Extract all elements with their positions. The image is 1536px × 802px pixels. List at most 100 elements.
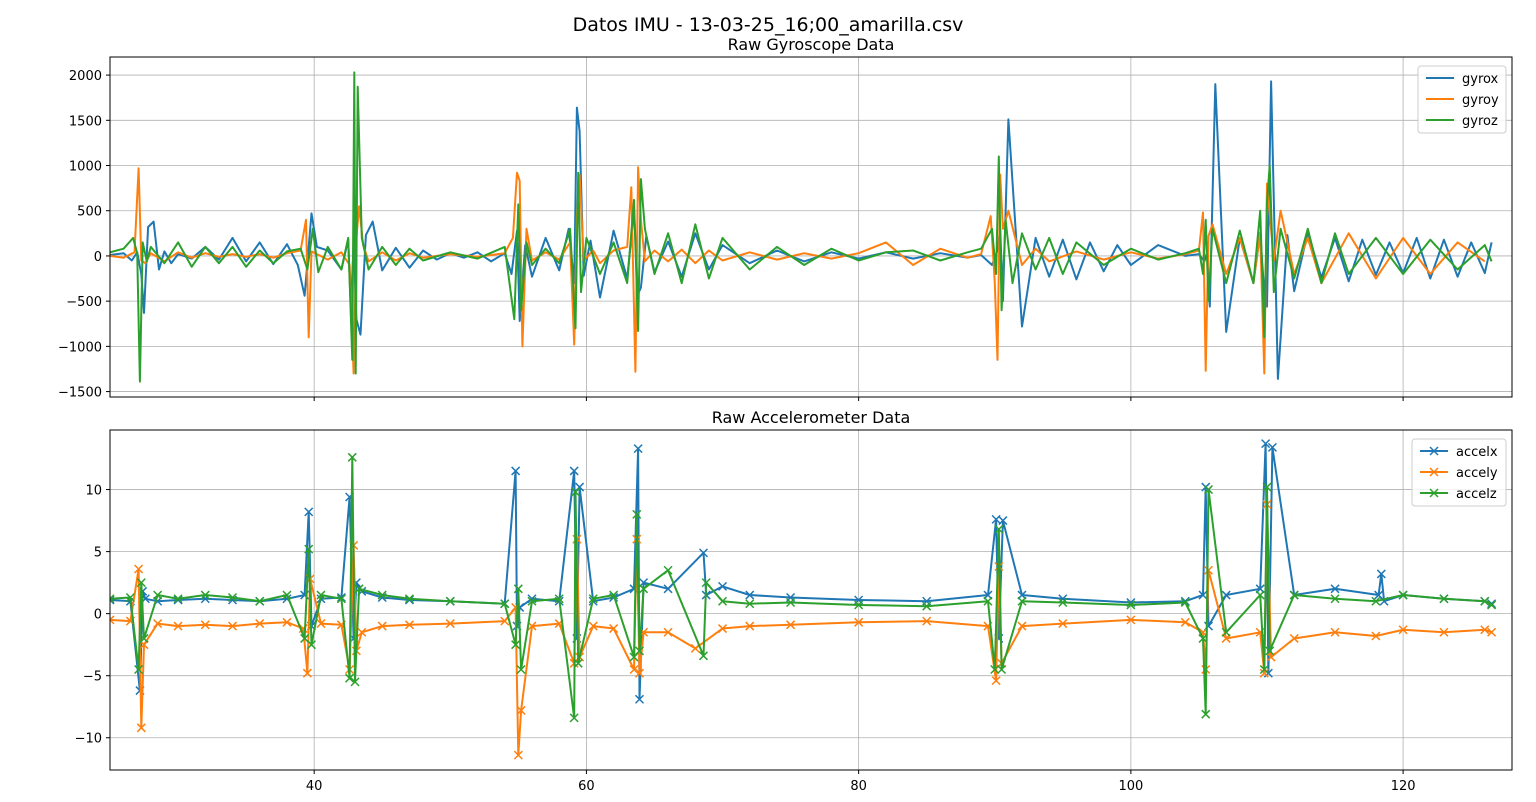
data-point-accelz (516, 664, 526, 675)
data-point-accelz (1180, 597, 1190, 608)
data-point-accelz (1255, 590, 1265, 600)
data-point-accelz (1398, 590, 1408, 600)
data-point-accelz (854, 600, 864, 610)
data-point-accelx (991, 514, 1001, 524)
data-point-accelz (588, 594, 598, 604)
data-point-accelz (255, 596, 265, 606)
data-point-accelz (922, 601, 932, 611)
data-point-accely (1480, 625, 1490, 635)
data-point-accely (110, 615, 115, 625)
data-point-accely (854, 617, 864, 627)
data-point-accely (1289, 633, 1299, 643)
data-point-accelz (445, 596, 455, 606)
y-tick-label: −1500 (58, 386, 102, 401)
data-point-accely (1058, 619, 1068, 629)
data-point-accely (134, 564, 144, 574)
data-point-accelz (990, 664, 1000, 675)
data-point-accelz (745, 599, 755, 609)
data-point-accely (1398, 625, 1408, 635)
data-point-accely (629, 664, 639, 675)
data-point-accelx (336, 592, 346, 603)
data-point-accelx (1376, 569, 1386, 579)
data-point-accely (516, 705, 526, 715)
legend-label: accelx (1456, 445, 1498, 460)
y-tick-label: −10 (75, 732, 102, 747)
data-point-accely (786, 620, 796, 630)
data-point-accelz (994, 524, 1004, 534)
data-point-accelx (1261, 439, 1271, 449)
y-tick-label: −500 (66, 295, 102, 310)
legend-item-gyroy: gyroy (1426, 93, 1499, 108)
data-point-accely (1439, 627, 1449, 637)
data-point-accelz (983, 596, 993, 606)
data-point-accely (745, 621, 755, 631)
legend-item-accelz: accelz (1420, 487, 1497, 502)
legend-label: gyrox (1462, 72, 1499, 87)
data-point-accelx (633, 444, 643, 454)
data-point-accelz (345, 673, 355, 683)
data-point-accelz (200, 590, 210, 600)
data-point-accely (1330, 627, 1340, 637)
data-point-accely (357, 627, 367, 637)
data-point-accelz (698, 651, 708, 661)
data-point-accelz (1058, 597, 1068, 608)
data-point-accelz (110, 594, 115, 604)
data-point-accelz (634, 646, 645, 656)
data-point-accelx (304, 507, 314, 517)
data-point-accelz (354, 584, 364, 594)
data-point-accelz (500, 599, 510, 609)
legend-label: gyroy (1462, 93, 1499, 108)
data-point-accely (717, 624, 728, 634)
data-point-accelz (306, 640, 316, 650)
data-point-accely (991, 676, 1001, 686)
legend-item-gyrox: gyrox (1426, 72, 1499, 87)
data-point-accelz (1198, 633, 1208, 643)
data-point-accelx (634, 694, 645, 704)
data-point-accelx (745, 590, 755, 600)
data-point-accelz (347, 452, 357, 462)
data-point-accelx (698, 548, 708, 558)
data-point-accelx (511, 466, 521, 476)
series-gyroz (110, 71, 1493, 383)
x-tick-label: 100 (1118, 779, 1143, 794)
data-point-accely (609, 624, 619, 634)
data-point-accelz (173, 594, 183, 604)
data-point-accely (404, 620, 414, 630)
data-point-accely (173, 621, 183, 631)
data-point-accelz (609, 590, 619, 600)
legend-label: accelz (1456, 487, 1497, 502)
data-point-accelx (1487, 599, 1497, 609)
data-point-accelz (1201, 709, 1211, 719)
data-point-accelz (125, 592, 135, 603)
data-point-accelz (717, 596, 728, 606)
data-point-accely (282, 617, 292, 627)
y-tick-label: 10 (85, 484, 102, 499)
data-point-accelx (1180, 596, 1190, 606)
data-point-accelz (632, 509, 642, 519)
axes-frame (109, 429, 1513, 771)
figure-suptitle: Datos IMU - 13-03-25_16;00_amarilla.csv (573, 14, 964, 36)
data-point-accely (136, 723, 146, 733)
data-point-accelz (554, 594, 564, 604)
data-point-accelz (1330, 594, 1340, 604)
data-point-accelz (1371, 596, 1381, 606)
data-point-accelx (1198, 590, 1208, 600)
legend-box (1417, 65, 1507, 134)
data-point-accely (1371, 631, 1381, 641)
data-point-accelz (511, 640, 521, 650)
data-point-accely (302, 668, 312, 678)
data-point-accelz (1203, 485, 1213, 495)
legend-label: accely (1456, 466, 1498, 481)
data-point-accelz (1221, 627, 1231, 637)
data-point-accelx (663, 584, 673, 594)
data-point-accelz (1259, 664, 1269, 675)
data-point-accelx (717, 581, 728, 591)
data-point-accelz (997, 664, 1007, 675)
data-point-accelx (1330, 584, 1340, 594)
data-point-accely (1180, 617, 1190, 627)
data-point-accelz (1126, 600, 1136, 610)
data-point-accelz (1017, 596, 1027, 606)
y-tick-label: 5 (94, 546, 102, 561)
